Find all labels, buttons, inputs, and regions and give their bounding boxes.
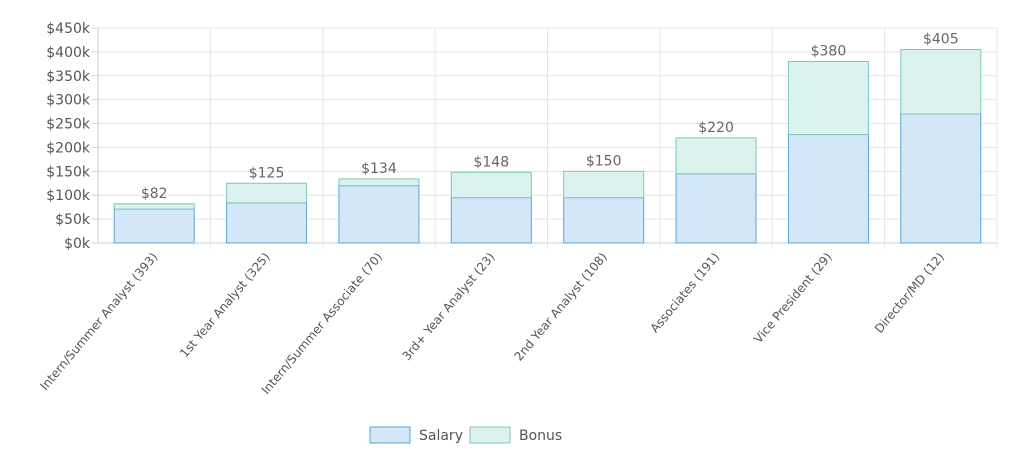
bar-total-label: $148: [473, 154, 509, 170]
legend-label-bonus[interactable]: Bonus: [519, 428, 562, 444]
x-tick-label: 2nd Year Analyst (108): [511, 250, 609, 364]
y-tick-label: $250k: [46, 117, 91, 133]
bar-salary-5[interactable]: [675, 173, 757, 244]
x-tick-label: Associates (191): [648, 250, 723, 335]
bar-bonus-7[interactable]: [900, 49, 982, 115]
bar-salary-0[interactable]: [113, 208, 195, 244]
bar-salary-1[interactable]: [226, 202, 308, 244]
bar-layer: [113, 49, 982, 244]
x-tick-label: Vice President (29): [751, 250, 835, 346]
bar-bonus-0[interactable]: [113, 203, 195, 210]
bar-salary-7[interactable]: [900, 113, 982, 244]
x-tick-label: Intern/Summer Analyst (393): [37, 250, 160, 393]
y-tick-label: $400k: [46, 45, 91, 61]
bar-salary-2[interactable]: [338, 185, 420, 244]
y-tick-label: $300k: [46, 93, 91, 109]
legend-swatch-salary[interactable]: [369, 426, 411, 444]
y-tick-label: $450k: [46, 21, 91, 37]
legend[interactable]: Salary Bonus: [369, 426, 562, 444]
legend-swatch-bonus[interactable]: [469, 426, 511, 444]
y-tick-label: $150k: [46, 164, 91, 180]
bar-total-label: $380: [811, 43, 847, 59]
bar-total-label: $134: [361, 161, 397, 177]
bar-bonus-5[interactable]: [675, 137, 757, 175]
bar-bonus-3[interactable]: [450, 171, 532, 199]
bar-total-label: $125: [249, 165, 285, 181]
bar-salary-4[interactable]: [563, 197, 645, 244]
bar-total-label: $82: [141, 186, 168, 202]
y-tick-label: $100k: [46, 188, 91, 204]
bar-salary-6[interactable]: [787, 134, 869, 244]
bar-salary-3[interactable]: [450, 197, 532, 244]
legend-label-salary[interactable]: Salary: [419, 428, 463, 444]
y-tick-label: $200k: [46, 140, 91, 156]
y-tick-label: $350k: [46, 69, 91, 85]
bar-bonus-1[interactable]: [226, 182, 308, 204]
y-tick-label: $50k: [55, 212, 91, 228]
bar-bonus-2[interactable]: [338, 178, 420, 187]
bar-total-label: $405: [923, 32, 959, 48]
bar-total-label: $150: [586, 153, 622, 169]
x-tick-label: 3rd+ Year Analyst (23): [399, 250, 497, 363]
x-tick-label: Director/MD (12): [872, 250, 947, 336]
x-tick-label: 1st Year Analyst (325): [177, 250, 273, 360]
y-tick-label: $0k: [64, 236, 91, 252]
bar-bonus-4[interactable]: [563, 170, 645, 199]
x-tick-label: Intern/Summer Associate (70): [259, 250, 386, 397]
bar-bonus-6[interactable]: [787, 60, 869, 136]
bar-total-label: $220: [698, 120, 734, 136]
